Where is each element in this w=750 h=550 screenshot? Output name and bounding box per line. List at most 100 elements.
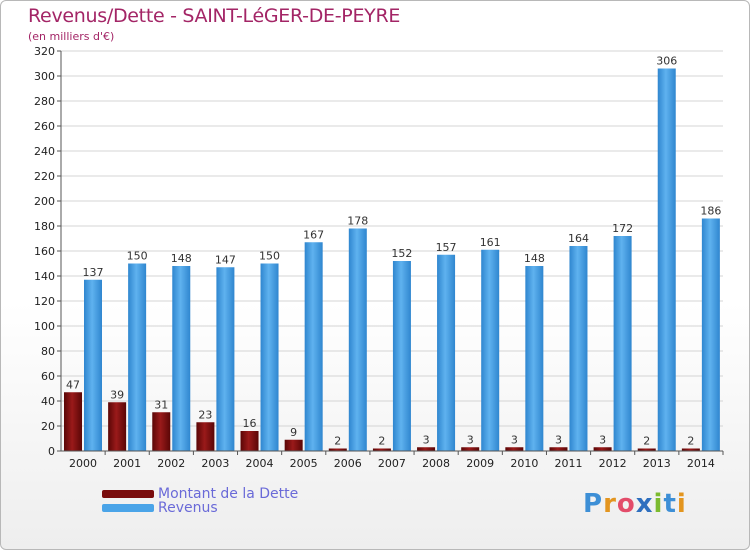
legend-swatch-revenus [102,504,154,512]
logo-letter: t [663,489,677,519]
bar-revenus-2011 [569,246,588,451]
data-label-revenus-2000: 137 [83,266,104,279]
data-label-debt-2002: 31 [154,398,168,411]
data-label-revenus-2005: 167 [303,228,324,241]
bars: 4713739150311482314716150916721782152315… [64,55,721,451]
bar-revenus-2012 [613,236,632,451]
y-tick-label: 140 [34,270,55,283]
bar-revenus-2008 [437,254,456,451]
proxiti-logo: Proxiti [583,489,687,519]
bar-revenus-2007 [392,261,411,451]
x-tick-label: 2013 [643,457,671,470]
data-label-debt-2004: 16 [243,417,257,430]
logo-letter: r [603,489,617,519]
x-tick-label: 2003 [201,457,229,470]
bar-debt-2009 [461,447,480,451]
chart-title: Revenus/Dette - SAINT-LéGER-DE-PEYRE [28,5,401,27]
logo-letter: x [635,489,654,519]
data-label-debt-2000: 47 [66,378,80,391]
logo-letter: i [676,489,687,519]
y-tick-label: 160 [34,245,55,258]
legend-swatch-debt [102,490,154,498]
bar-debt-2010 [505,447,524,451]
chart-subtitle: (en milliers d'€) [28,30,115,43]
y-tick-label: 40 [41,395,55,408]
data-label-debt-2003: 23 [198,408,212,421]
logo-letter: o [616,489,636,519]
y-tick-label: 80 [41,345,55,358]
data-label-debt-2013: 2 [643,435,650,448]
x-tick-label: 2005 [290,457,318,470]
data-label-revenus-2002: 148 [171,252,192,265]
x-tick-label: 2000 [69,457,97,470]
bar-debt-2002 [152,412,171,451]
bar-revenus-2004 [260,263,279,451]
bar-debt-2007 [372,448,391,451]
x-tick-label: 2004 [246,457,274,470]
x-tick-label: 2007 [378,457,406,470]
legend-label-revenus: Revenus [158,500,218,516]
data-label-revenus-2013: 306 [656,55,677,68]
data-label-debt-2006: 2 [334,435,341,448]
y-tick-label: 220 [34,170,55,183]
data-label-revenus-2014: 186 [700,205,721,218]
data-label-revenus-2011: 164 [568,232,589,245]
x-tick-label: 2001 [113,457,141,470]
x-tick-label: 2002 [157,457,185,470]
bar-revenus-2001 [128,263,147,451]
y-tick-label: 280 [34,95,55,108]
bar-debt-2008 [417,447,436,451]
bar-debt-2014 [681,448,700,451]
gridlines [61,50,723,452]
x-tick-label: 2014 [687,457,715,470]
x-tick-label: 2011 [554,457,582,470]
y-tick-label: 180 [34,220,55,233]
bar-debt-2001 [108,402,127,451]
bar-revenus-2009 [481,249,500,451]
bar-revenus-2006 [348,228,367,451]
data-label-debt-2012: 3 [599,433,606,446]
y-tick-label: 0 [48,445,55,458]
data-label-revenus-2004: 150 [259,250,280,263]
bar-revenus-2003 [216,267,235,451]
bar-revenus-2005 [304,242,323,451]
bar-debt-2012 [593,447,612,451]
data-label-revenus-2008: 157 [436,241,457,254]
logo-letter: P [583,489,604,519]
data-label-debt-2005: 9 [290,426,297,439]
y-tick-label: 120 [34,295,55,308]
bar-revenus-2013 [657,68,676,451]
data-label-debt-2010: 3 [511,433,518,446]
x-tick-label: 2006 [334,457,362,470]
y-tick-label: 260 [34,120,55,133]
data-label-revenus-2003: 147 [215,253,236,266]
y-tick-label: 100 [34,320,55,333]
data-label-revenus-2001: 150 [127,250,148,263]
y-tick-label: 240 [34,145,55,158]
bar-debt-2000 [64,392,82,451]
bar-revenus-2002 [172,266,191,451]
data-label-debt-2008: 3 [423,433,430,446]
data-label-debt-2011: 3 [555,433,562,446]
y-tick-label: 200 [34,195,55,208]
legend-label-debt: Montant de la Dette [158,486,299,502]
data-label-revenus-2010: 148 [524,252,545,265]
y-tick-label: 20 [41,420,55,433]
bar-debt-2013 [637,448,656,451]
x-tick-label: 2008 [422,457,450,470]
bar-revenus-2014 [701,218,720,451]
bar-debt-2004 [240,431,259,451]
data-label-revenus-2007: 152 [391,247,412,260]
x-tick-label: 2010 [510,457,538,470]
data-label-debt-2014: 2 [687,435,694,448]
data-label-debt-2001: 39 [110,388,124,401]
bar-revenus-2010 [525,266,544,451]
x-tick-label: 2009 [466,457,494,470]
bar-debt-2011 [549,447,568,451]
data-label-revenus-2006: 178 [347,215,368,228]
x-tick-label: 2012 [599,457,627,470]
logo-letter: i [653,489,664,519]
data-label-revenus-2012: 172 [612,222,633,235]
